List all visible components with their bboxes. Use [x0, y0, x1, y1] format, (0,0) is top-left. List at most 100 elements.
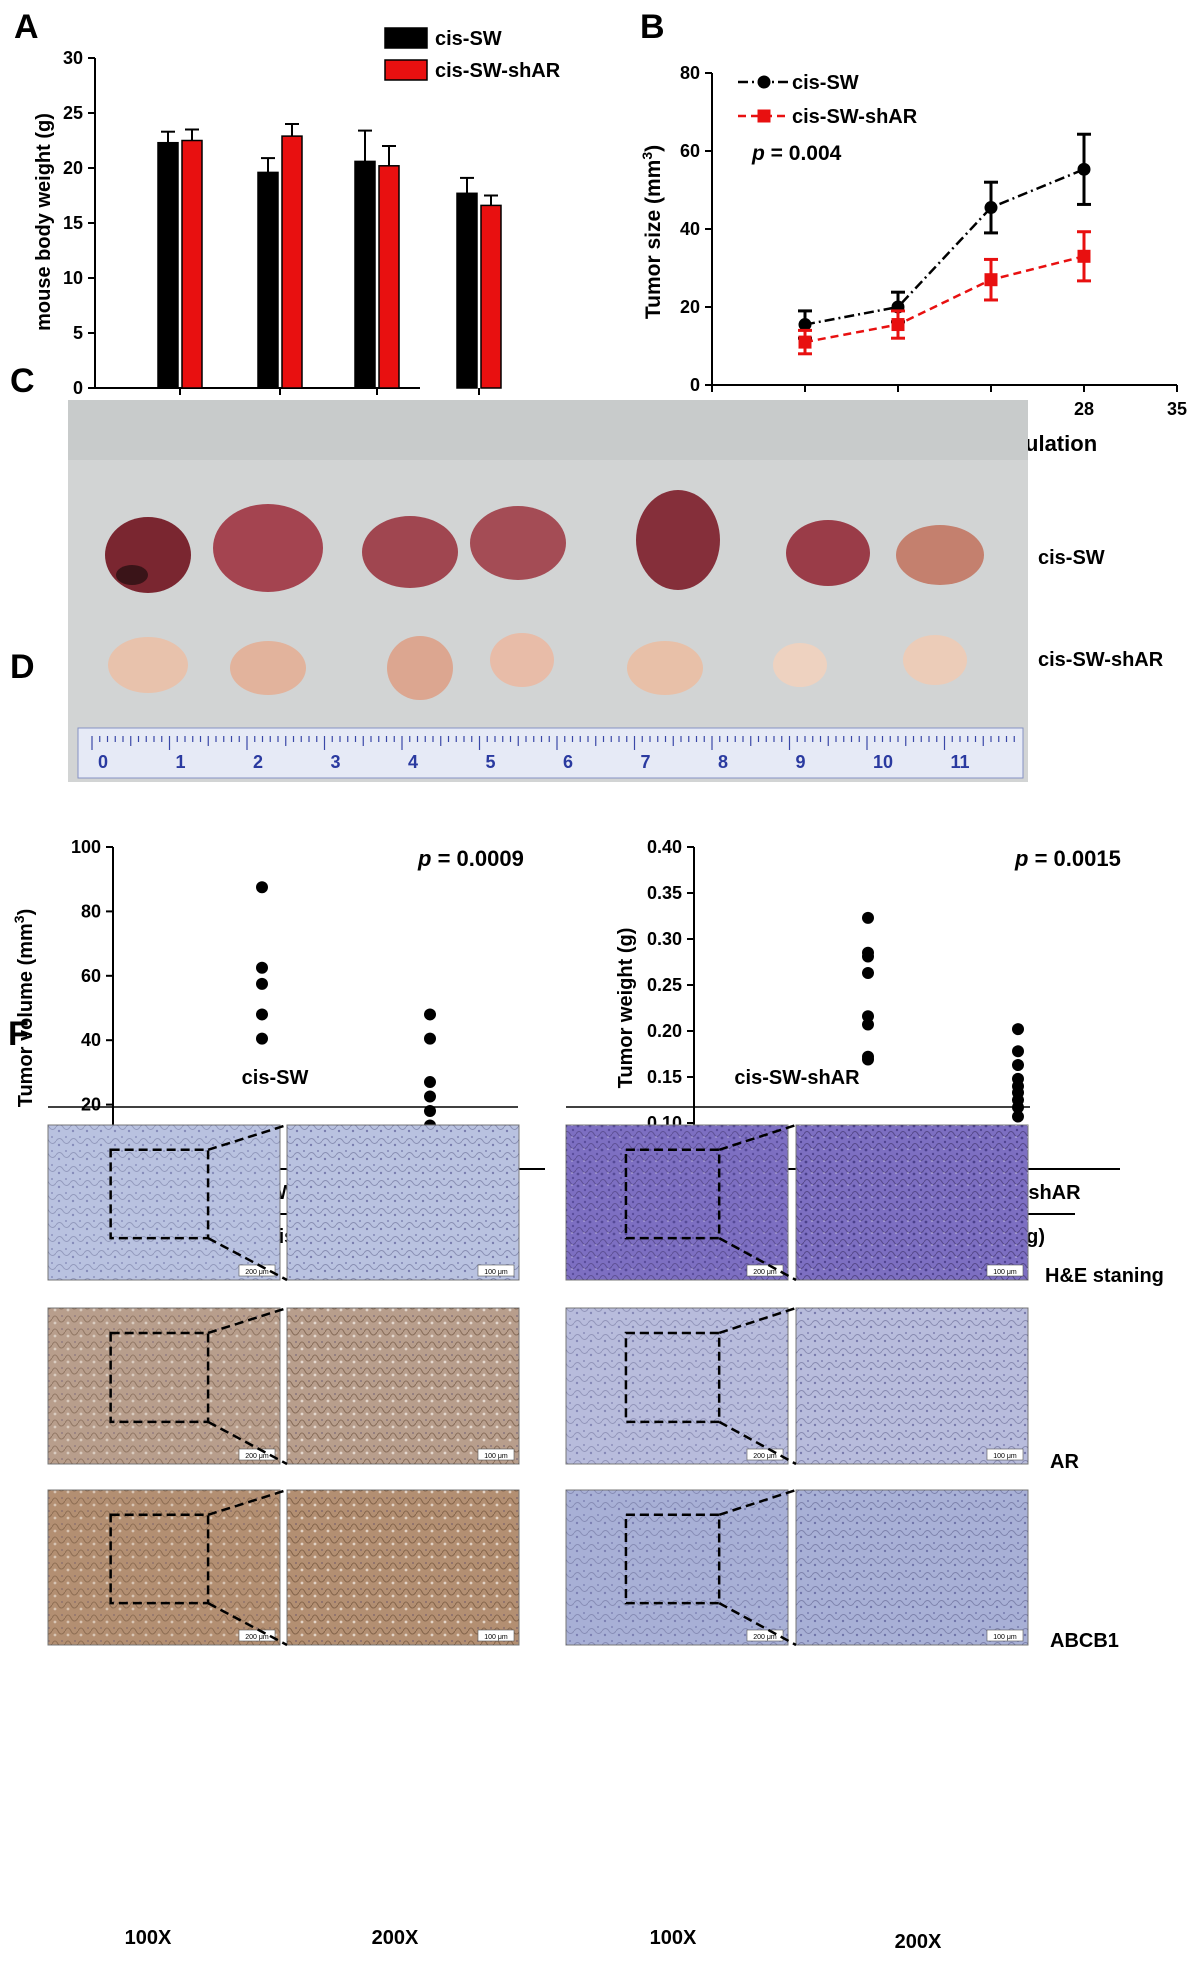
tumor: [896, 525, 984, 585]
scale-bar-label: 100 μm: [484, 1269, 508, 1276]
panel-letter-c: C: [10, 362, 35, 400]
legend-marker: [757, 75, 771, 89]
data-point: [424, 1008, 436, 1021]
ruler-number: 8: [718, 752, 728, 772]
data-point: [1012, 1023, 1024, 1036]
p-value-annotation: p = 0.0009: [417, 846, 524, 871]
micrograph-texture: [566, 1490, 788, 1645]
y-tick-label: 0.25: [647, 975, 682, 995]
y-tick-label: 40: [680, 219, 700, 239]
group-title-cis-sw: cis-SW: [242, 1067, 309, 1089]
tumor: [636, 490, 720, 590]
data-point: [1012, 1110, 1024, 1123]
ruler-number: 4: [408, 752, 418, 772]
panel-letter-b: B: [640, 8, 665, 46]
row-label-he: H&E staning: [1045, 1265, 1164, 1287]
scale-bar: [746, 1448, 784, 1461]
scale-bar: [986, 1629, 1024, 1642]
y-tick-label: 80: [680, 63, 700, 83]
data-point: [862, 950, 874, 963]
micrograph-texture: [287, 1308, 519, 1464]
zoom-box: [624, 1148, 721, 1240]
y-axis-title: Tumor volume (mm3): [11, 909, 37, 1108]
data-point: [1077, 249, 1091, 263]
panel-f-histology: cis-SW cis-SW-shAR 200 μm 100 μm 200 μm 100…: [47, 1067, 1164, 1953]
tumor: [470, 506, 566, 580]
zoom-box: [624, 1331, 721, 1424]
ruler-number: 5: [486, 752, 496, 772]
tumor: [490, 633, 554, 687]
y-tick-label: 20: [680, 297, 700, 317]
micrograph-texture: [796, 1308, 1028, 1464]
bar-cis-SW: [157, 141, 179, 389]
legend-swatch: [384, 27, 428, 49]
panel-letter-f: F: [8, 1015, 29, 1053]
tumor: [230, 641, 306, 695]
scale-bar-label: 100 μm: [993, 1269, 1017, 1276]
ruler-number: 11: [951, 752, 970, 772]
data-point: [424, 1105, 436, 1118]
y-axis-title: Tumor size (mm3): [639, 145, 665, 319]
scale-bar-label: 200 μm: [753, 1634, 777, 1641]
data-point: [798, 335, 812, 349]
scale-bar-label: 200 μm: [753, 1453, 777, 1460]
micrograph-texture: [796, 1125, 1028, 1280]
ruler-number: 6: [563, 752, 573, 772]
scale-bar-label: 200 μm: [245, 1453, 269, 1460]
y-tick-label: 5: [73, 323, 83, 343]
ruler-number: 10: [873, 752, 893, 772]
legend-label: cis-SW-shAR: [435, 60, 561, 82]
bar-cis-SW-shAR: [181, 139, 203, 389]
scale-bar: [238, 1264, 276, 1277]
micrograph-texture: [566, 1125, 788, 1280]
ruler: [77, 727, 1024, 779]
data-point: [424, 1032, 436, 1045]
tumors-cis-sw: [105, 490, 984, 593]
y-tick-label: 80: [81, 901, 101, 921]
group-title-cis-sw-shar: cis-SW-shAR: [734, 1067, 860, 1089]
micrograph-texture: [48, 1308, 280, 1464]
data-point: [424, 1076, 436, 1089]
scale-bar-label: 200 μm: [245, 1269, 269, 1276]
tumor: [773, 643, 827, 687]
data-point: [256, 1032, 268, 1045]
ruler-numbers: 0 1 2 3 4 5 6 7 8 9 10 11: [98, 752, 970, 772]
micrograph-texture: [48, 1125, 280, 1280]
scale-bar: [238, 1629, 276, 1642]
y-axis-title: Tumor weight (g): [615, 928, 637, 1089]
legend-label: cis-SW: [792, 72, 859, 94]
p-value-annotation: p = 0.004: [751, 142, 842, 165]
data-point: [862, 1018, 874, 1031]
y-tick-label: 100: [71, 837, 101, 857]
y-axis-title: mouse body weight (g): [33, 113, 55, 331]
zoom-connector: [718, 1237, 797, 1282]
bar-cis-SW-shAR: [378, 165, 400, 389]
scale-bar: [238, 1448, 276, 1461]
scale-bar-label: 100 μm: [484, 1634, 508, 1641]
ruler-number: 2: [253, 752, 263, 772]
ruler-number: 0: [98, 752, 108, 772]
scale-bar-label: 100 μm: [993, 1453, 1017, 1460]
zoom-box: [624, 1513, 721, 1605]
bar-cis-SW: [257, 171, 279, 389]
bar-cis-SW: [354, 160, 376, 389]
scale-bar: [746, 1264, 784, 1277]
scale-bar: [477, 1264, 515, 1277]
col-label-200x: 200X: [372, 1927, 419, 1949]
zoom-box: [109, 1513, 210, 1605]
tumor: [903, 635, 967, 685]
data-point: [1077, 162, 1091, 176]
tumor: [362, 516, 458, 588]
bar-cis-SW-shAR: [281, 135, 303, 389]
data-point: [984, 201, 998, 215]
data-point: [256, 961, 268, 974]
data-point: [424, 1090, 436, 1103]
zoom-connector: [207, 1602, 288, 1647]
x-tick-label: 28: [1074, 399, 1094, 419]
col-label-100x: 100X: [650, 1927, 697, 1949]
panel-letter-d: D: [10, 648, 35, 686]
y-tick-label: 0.15: [647, 1067, 682, 1087]
y-tick-label: 60: [680, 141, 700, 161]
col-label-200x: 200X: [895, 1931, 942, 1953]
